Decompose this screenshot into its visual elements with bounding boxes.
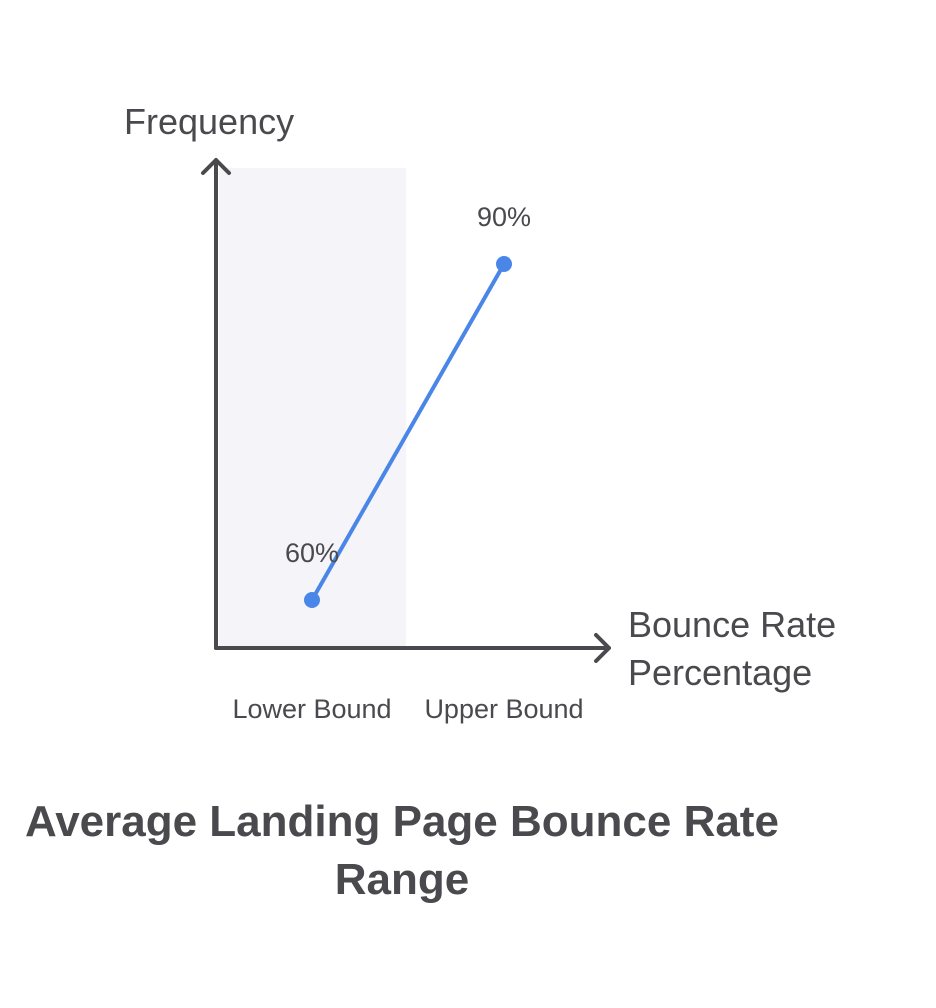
x-axis-title-line-1: Bounce Rate <box>628 604 836 645</box>
data-point-lower-bound <box>304 592 320 608</box>
y-axis-title: Frequency <box>124 101 294 142</box>
x-axis <box>214 633 611 663</box>
series-line <box>310 262 506 602</box>
lower-bound-highlight-band <box>219 168 406 648</box>
x-axis-title-line-2: Percentage <box>628 652 812 693</box>
x-tick-label-lower-bound: Lower Bound <box>232 694 391 724</box>
data-label-lower-bound: 60% <box>285 538 339 568</box>
data-label-upper-bound: 90% <box>477 202 531 232</box>
data-point-upper-bound <box>496 256 512 272</box>
y-axis <box>201 158 231 650</box>
x-tick-label-upper-bound: Upper Bound <box>424 694 583 724</box>
chart-title: Average Landing Page Bounce Rate Range <box>25 797 779 904</box>
x-axis-title: Bounce Rate Percentage <box>628 604 846 693</box>
